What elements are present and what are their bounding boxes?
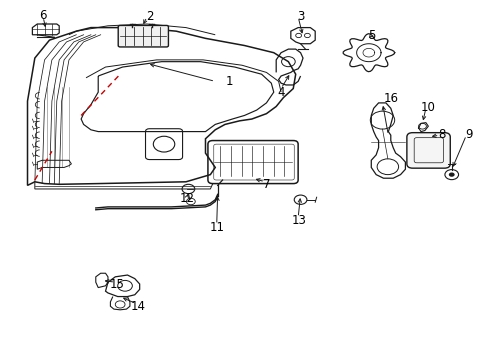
- Text: 5: 5: [368, 29, 375, 42]
- Text: 6: 6: [40, 9, 47, 22]
- Text: 11: 11: [209, 221, 224, 234]
- Text: 14: 14: [130, 300, 145, 313]
- Text: 13: 13: [291, 214, 306, 227]
- FancyBboxPatch shape: [406, 133, 449, 168]
- Text: 10: 10: [420, 101, 434, 114]
- Text: 7: 7: [262, 178, 270, 191]
- Text: 8: 8: [437, 128, 445, 141]
- Text: 15: 15: [109, 278, 124, 291]
- Text: 12: 12: [180, 192, 195, 205]
- Text: 2: 2: [145, 10, 153, 23]
- Circle shape: [448, 172, 454, 177]
- Text: 4: 4: [277, 86, 284, 99]
- Text: 3: 3: [296, 10, 304, 23]
- Text: 1: 1: [225, 75, 233, 88]
- Text: 16: 16: [383, 92, 397, 105]
- Text: 9: 9: [464, 128, 471, 141]
- FancyBboxPatch shape: [118, 26, 168, 47]
